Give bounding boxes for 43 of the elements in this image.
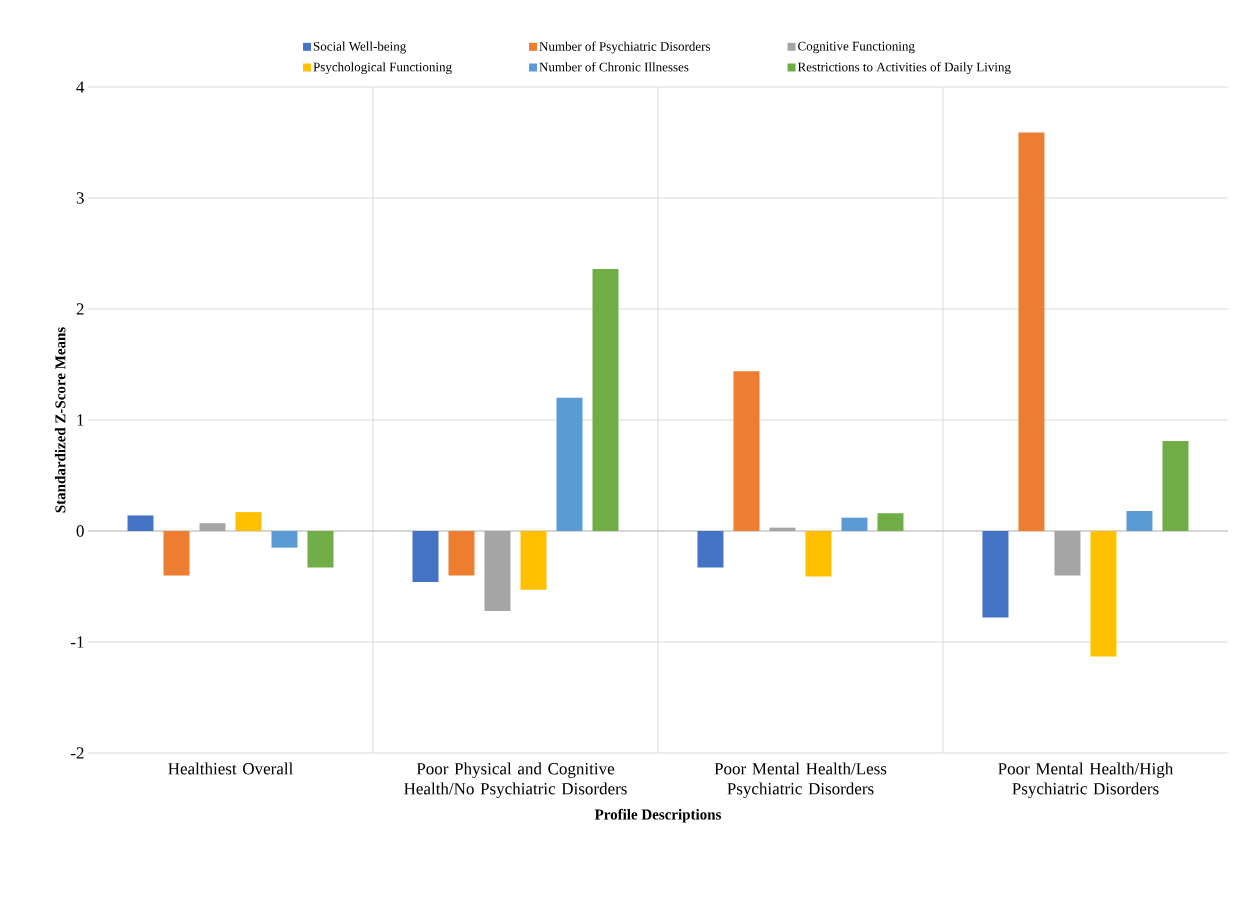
bar xyxy=(1054,530,1081,576)
bar xyxy=(841,517,868,531)
bar xyxy=(982,530,1009,618)
bar xyxy=(556,397,583,531)
y-tick-label: 0 xyxy=(76,525,84,537)
y-tick-label: 3 xyxy=(76,192,84,204)
bar xyxy=(1126,511,1153,531)
bar xyxy=(1018,132,1045,531)
bar xyxy=(697,530,724,568)
bar xyxy=(199,523,226,531)
bar xyxy=(592,269,619,531)
bar xyxy=(235,512,262,531)
bar xyxy=(877,513,904,531)
legend-label: Psychological Functioning xyxy=(313,62,452,75)
y-tick-label: -2 xyxy=(70,747,84,759)
bar xyxy=(1162,441,1189,531)
legend-label: Social Well-being xyxy=(313,41,406,54)
bar xyxy=(805,530,832,577)
x-tick-label: Poor Mental Health/High Psychiatric Disorders xyxy=(998,762,1174,798)
legend-label: Number of Psychiatric Disorders xyxy=(539,41,711,54)
legend-label: Restrictions to Activities of Daily Living xyxy=(797,62,1011,75)
bar xyxy=(520,530,547,590)
y-tick-label: 2 xyxy=(76,303,84,315)
bar xyxy=(127,515,154,531)
y-tick-label: 1 xyxy=(77,414,84,426)
legend-label: Number of Chronic Illnesses xyxy=(539,62,689,72)
bar xyxy=(307,530,334,568)
x-tick-label: Healthiest Overall xyxy=(168,762,293,775)
bar xyxy=(412,530,439,583)
bar xyxy=(769,527,796,531)
bar xyxy=(733,371,760,531)
bar xyxy=(1090,530,1117,657)
x-tick-label: Poor Mental Health/Less Psychiatric Disorders xyxy=(714,762,887,798)
bar xyxy=(271,530,298,548)
bar xyxy=(484,530,511,611)
x-axis-title: Profile Descriptions xyxy=(594,808,722,823)
bar xyxy=(448,530,475,576)
y-tick-label: -1 xyxy=(70,636,84,648)
y-axis-title: Standardized Z-Score Means xyxy=(54,327,66,513)
legend-label: Cognitive Functioning xyxy=(798,41,915,54)
y-tick-label: 4 xyxy=(76,81,85,93)
bar xyxy=(163,530,190,576)
x-tick-label: Poor Physical and Cognitive Health/No Psychiatric Disorders xyxy=(404,762,627,798)
